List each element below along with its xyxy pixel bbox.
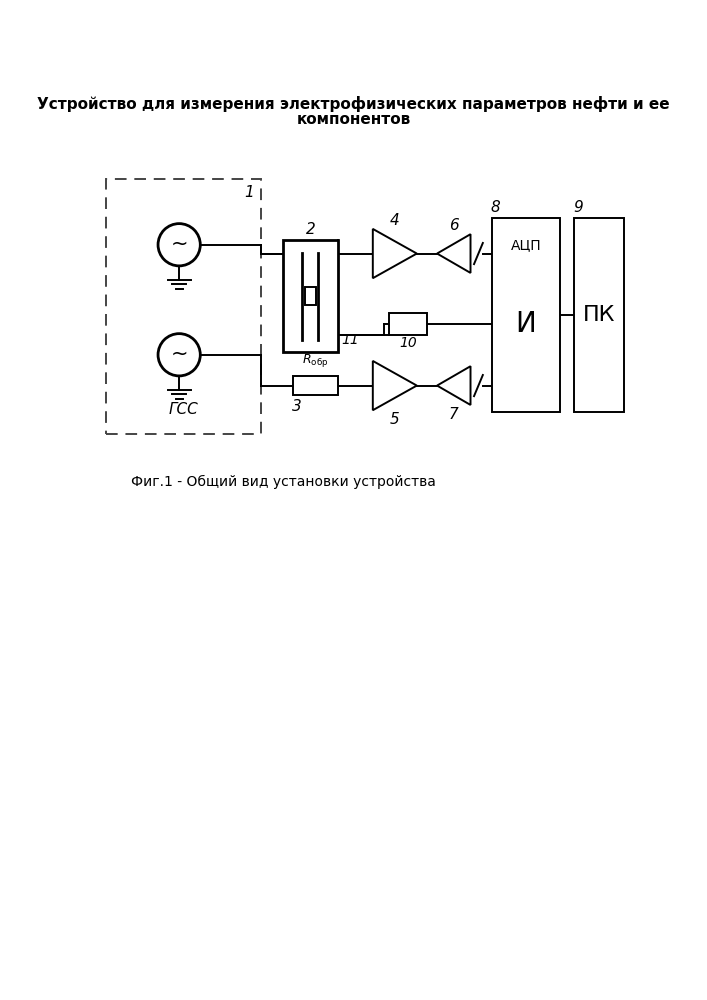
Bar [106, 179, 261, 434]
Text: 10: 10 [399, 336, 417, 350]
Polygon shape [373, 229, 417, 278]
Text: 3: 3 [292, 399, 302, 414]
Circle shape [158, 224, 200, 266]
Text: 5: 5 [390, 412, 399, 427]
Text: 9: 9 [573, 200, 583, 215]
Text: АЦП: АЦП [510, 238, 542, 252]
Text: $R_{\text{обр}}$: $R_{\text{обр}}$ [303, 352, 329, 369]
Bar [305, 287, 316, 305]
Polygon shape [437, 366, 471, 405]
Text: 6: 6 [449, 218, 459, 233]
Text: Устройство для измерения электрофизических параметров нефти и ее: Устройство для измерения электрофизическ… [37, 96, 670, 112]
Text: компонентов: компонентов [296, 112, 411, 127]
Text: ~: ~ [170, 234, 188, 254]
Text: 7: 7 [449, 407, 459, 422]
Bar [389, 313, 428, 335]
Text: И: И [515, 310, 537, 338]
Text: 1: 1 [244, 185, 254, 200]
Text: 4: 4 [390, 213, 399, 228]
Text: 11: 11 [341, 333, 359, 347]
Polygon shape [373, 361, 417, 410]
Text: 8: 8 [490, 200, 500, 215]
Text: 2: 2 [305, 222, 315, 237]
Text: ГСС: ГСС [169, 402, 199, 417]
Bar [293, 376, 339, 395]
Bar [283, 240, 338, 352]
Text: ~: ~ [170, 344, 188, 364]
Text: Фиг.1 - Общий вид установки устройства: Фиг.1 - Общий вид установки устройства [131, 475, 436, 489]
Polygon shape [437, 234, 471, 273]
Circle shape [158, 334, 200, 376]
Bar [491, 218, 560, 412]
Text: ПК: ПК [583, 305, 615, 325]
Bar [574, 218, 624, 412]
